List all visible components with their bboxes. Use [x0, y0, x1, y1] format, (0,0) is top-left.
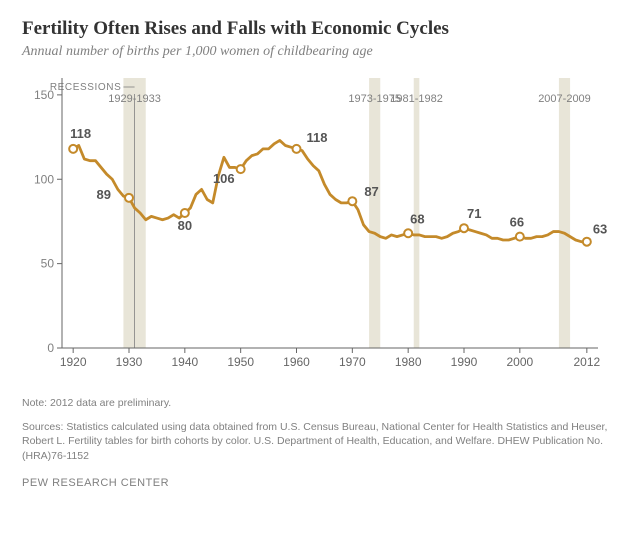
- data-label: 66: [510, 215, 524, 230]
- data-marker: [237, 165, 245, 173]
- x-tick-label: 1940: [171, 355, 198, 369]
- data-label: 71: [467, 206, 481, 221]
- data-marker: [348, 197, 356, 205]
- chart-area: RECESSIONS1929-19331973-19751981-1982200…: [22, 68, 618, 378]
- chart-sources: Sources: Statistics calculated using dat…: [22, 420, 618, 463]
- data-label: 118: [70, 126, 91, 141]
- x-tick-label: 1950: [227, 355, 254, 369]
- x-tick-label: 2000: [506, 355, 533, 369]
- x-tick-label: 1980: [395, 355, 422, 369]
- x-tick-label: 2012: [573, 355, 600, 369]
- x-tick-label: 1990: [451, 355, 478, 369]
- chart-title: Fertility Often Rises and Falls with Eco…: [22, 18, 618, 40]
- chart-subtitle: Annual number of births per 1,000 women …: [22, 44, 618, 60]
- recession-band: [369, 78, 380, 348]
- data-label: 80: [178, 218, 192, 233]
- data-label: 89: [97, 187, 111, 202]
- y-tick-label: 0: [47, 341, 54, 355]
- data-marker: [181, 209, 189, 217]
- data-marker: [293, 145, 301, 153]
- data-label: 87: [364, 184, 378, 199]
- data-marker: [69, 145, 77, 153]
- fertility-line-chart: RECESSIONS1929-19331973-19751981-1982200…: [22, 68, 618, 378]
- recession-band: [559, 78, 570, 348]
- data-marker: [404, 229, 412, 237]
- x-tick-label: 1930: [116, 355, 143, 369]
- y-tick-label: 50: [41, 257, 55, 271]
- data-label: 63: [593, 222, 607, 237]
- recessions-header: RECESSIONS: [50, 82, 122, 93]
- y-tick-label: 150: [34, 88, 54, 102]
- recession-label: 1929-1933: [108, 93, 161, 105]
- x-tick-label: 1960: [283, 355, 310, 369]
- brand-label: PEW RESEARCH CENTER: [22, 477, 618, 489]
- recession-label: 1981-1982: [390, 93, 443, 105]
- data-marker: [583, 238, 591, 246]
- x-tick-label: 1920: [60, 355, 87, 369]
- chart-footnote: Note: 2012 data are preliminary.: [22, 396, 618, 410]
- x-tick-label: 1970: [339, 355, 366, 369]
- data-label: 68: [410, 211, 424, 226]
- recession-label: 2007-2009: [538, 93, 591, 105]
- data-marker: [125, 194, 133, 202]
- data-marker: [460, 224, 468, 232]
- data-label: 106: [213, 171, 235, 186]
- y-tick-label: 100: [34, 172, 54, 186]
- data-label: 118: [307, 130, 328, 145]
- data-marker: [516, 233, 524, 241]
